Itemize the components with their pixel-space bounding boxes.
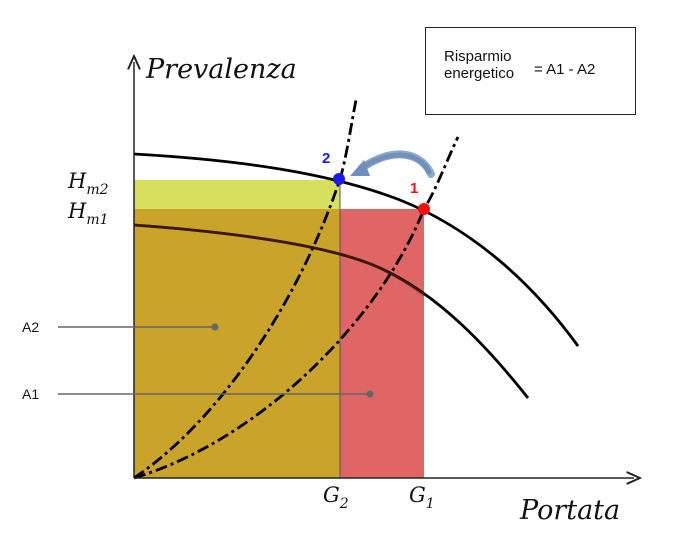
x-axis-title: Portata — [519, 495, 620, 526]
svg-text:G1: G1 — [409, 483, 435, 512]
band-hm2-hm1 — [134, 180, 340, 209]
y-axis-title: Prevalenza — [145, 54, 297, 85]
curved-arrow — [359, 152, 432, 175]
y-tick-hm2: Hm2 — [67, 169, 109, 198]
a1-leader-dot — [366, 390, 374, 398]
y-tick-hm1: Hm1 — [67, 199, 109, 228]
a1-label: A1 — [22, 386, 39, 402]
a2-leader-dot — [211, 323, 219, 331]
formula-line-2: energetico — [444, 65, 515, 82]
system-curve-2 — [133, 99, 358, 480]
pump-curve-reduced-speed-shade — [133, 223, 425, 297]
formula-expression: = A1 - A2 — [534, 61, 596, 78]
x-tick-g2: G2 — [323, 483, 349, 512]
a2-label: A2 — [22, 319, 39, 335]
formula-label: Risparmio energetico — [444, 48, 514, 82]
operating-point-1-label: 1 — [410, 180, 418, 197]
energy-saving-formula-box: Risparmio energetico = A1 - A2 — [425, 27, 636, 115]
svg-text:G2: G2 — [323, 483, 349, 512]
area-a1-rect — [340, 209, 424, 478]
formula-line-1: Risparmio — [444, 48, 512, 65]
svg-text:Hm1: Hm1 — [67, 199, 109, 228]
operating-point-1 — [418, 203, 430, 215]
area-a2-rect — [134, 209, 340, 478]
operating-point-2 — [333, 173, 345, 185]
system-curve-1 — [133, 136, 460, 480]
operating-point-2-label: 2 — [322, 150, 330, 167]
svg-text:Hm2: Hm2 — [67, 169, 109, 198]
pump-curve-full-speed — [133, 152, 580, 347]
curved-arrow-head — [350, 160, 370, 176]
x-tick-g1: G1 — [409, 483, 435, 512]
